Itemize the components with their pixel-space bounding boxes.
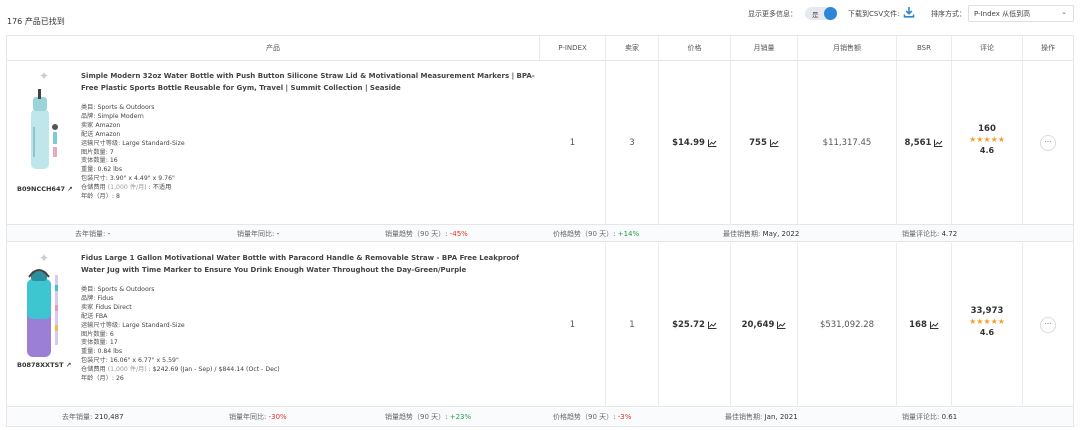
results-count: 176 产品已找到 — [7, 17, 65, 26]
csv-label: 下载到CSV文件: — [848, 10, 900, 18]
last-year-sales: 去年销量: - — [75, 230, 111, 238]
product-image[interactable] — [19, 87, 63, 187]
product-details: 类目: Sports & Outdoors 品牌: Simple Modern … — [81, 104, 185, 201]
col-actions: 操作 — [1041, 44, 1055, 52]
more-info-label: 显示更多信息： — [748, 10, 797, 18]
chevron-down-icon: ⌄ — [1061, 8, 1067, 16]
product-title[interactable]: Fidus Large 1 Gallon Motivational Water … — [81, 254, 519, 274]
best-sales-period: 最佳销售期: Jan, 2021 — [725, 413, 798, 421]
chart-icon[interactable] — [769, 139, 779, 147]
chart-icon[interactable] — [707, 139, 717, 147]
sort-label: 排序方式： — [931, 10, 966, 18]
product-row: ✦ B09NCCH647 ↗ Simple Modern 32oz Water … — [7, 61, 1073, 225]
col-sellers[interactable]: 卖家 — [606, 36, 659, 61]
chart-icon[interactable] — [929, 321, 939, 329]
monthly-sales-value: 20,649 — [741, 320, 775, 330]
sellers-value: 1 — [606, 243, 659, 407]
col-price[interactable]: 价格 — [659, 36, 731, 61]
asin-link[interactable]: B09NCCH647 ↗ — [17, 185, 73, 193]
chart-icon[interactable] — [707, 321, 717, 329]
rating-block: 160 ★★★★★ 4.6 — [957, 124, 1017, 155]
star-rating-icon: ★★★★★ — [969, 317, 1005, 326]
pindex-value: 1 — [540, 61, 606, 225]
chart-icon[interactable] — [934, 139, 943, 147]
bsr-value: 8,561 — [904, 138, 932, 148]
chart-icon[interactable] — [777, 321, 786, 329]
sales-yoy: 销量年同比: -30% — [229, 413, 287, 421]
monthly-revenue-value: $11,317.45 — [798, 61, 897, 225]
sales-review-ratio: 销量评论比: 0.61 — [902, 413, 958, 421]
sales-review-ratio: 销量评论比: 4.72 — [902, 230, 958, 238]
stats-row: 去年销量: 210,487 销量年同比: -30% 销量趋势（90 天）: +2… — [7, 408, 1073, 425]
col-pindex[interactable]: P-INDEX — [540, 36, 606, 61]
monthly-sales-cell: 755 — [731, 61, 798, 225]
sort-value: P-Index 从低到高 — [974, 10, 1031, 18]
more-info-toggle[interactable]: 是 — [805, 7, 837, 20]
reviews-cell — [952, 61, 1023, 225]
pindex-value: 1 — [540, 243, 606, 407]
more-actions-button[interactable]: ··· — [1040, 317, 1056, 333]
col-monthly-sales[interactable]: 月销量 — [731, 36, 798, 61]
price-cell: $25.72 — [659, 243, 731, 407]
table-header: 产品 P-INDEX 卖家 价格 月销量 月销售额 BSR 评论 操作 — [7, 36, 1073, 61]
sellers-value: 3 — [606, 61, 659, 225]
col-product[interactable]: 产品 — [7, 36, 540, 61]
review-count: 160 — [978, 124, 996, 134]
monthly-revenue-value: $531,092.28 — [798, 243, 897, 407]
pin-icon[interactable]: ✦ — [39, 251, 50, 265]
star-rating-icon: ★★★★★ — [969, 135, 1005, 144]
sales-yoy: 销量年同比: - — [237, 230, 280, 238]
price-trend: 价格趋势（90 天）: +14% — [553, 230, 640, 238]
sales-trend: 销量趋势（90 天）: +23% — [385, 413, 472, 421]
product-details: 类目: Sports & Outdoors 品牌: Fidus 卖家 Fidus… — [81, 286, 280, 383]
pin-icon[interactable]: ✦ — [39, 69, 50, 83]
bsr-cell: 8,561 — [897, 61, 952, 225]
stats-row: 去年销量: - 销量年同比: - 销量趋势（90 天）: -45% 价格趋势（9… — [7, 225, 1073, 242]
rating-block: 33,973 ★★★★★ 4.6 — [957, 306, 1017, 337]
toggle-knob — [824, 7, 837, 20]
more-actions-button[interactable]: ··· — [1040, 135, 1056, 151]
col-bsr[interactable]: BSR — [897, 36, 952, 61]
sales-trend: 销量趋势（90 天）: -45% — [385, 230, 468, 238]
toolbar: 176 产品已找到 显示更多信息： 是 下载到CSV文件: 排序方式： P-In… — [0, 0, 1080, 30]
price-trend: 价格趋势（90 天）: -3% — [553, 413, 632, 421]
product-table: 产品 P-INDEX 卖家 价格 月销量 月销售额 BSR 评论 操作 ✦ B0… — [6, 35, 1074, 427]
bsr-cell: 168 — [897, 243, 952, 407]
rating-score: 4.6 — [979, 146, 995, 155]
monthly-sales-cell: 20,649 — [731, 243, 798, 407]
product-row: ✦ B0878XXTST ↗ Fidus Large 1 Gallon Moti… — [7, 243, 1073, 407]
rating-score: 4.6 — [979, 328, 995, 337]
asin-link[interactable]: B0878XXTST ↗ — [17, 361, 72, 369]
toggle-text: 是 — [812, 11, 819, 19]
monthly-sales-value: 755 — [749, 138, 767, 148]
product-title[interactable]: Simple Modern 32oz Water Bottle with Pus… — [81, 72, 535, 92]
external-link-icon: ↗ — [65, 361, 72, 369]
col-reviews[interactable]: 评论 — [952, 36, 1023, 61]
sort-select[interactable]: P-Index 从低到高 ⌄ — [968, 5, 1074, 22]
download-icon[interactable] — [903, 6, 915, 18]
best-sales-period: 最佳销售期: May, 2022 — [723, 230, 800, 238]
reviews-cell — [952, 243, 1023, 407]
price-value: $14.99 — [672, 138, 705, 148]
last-year-sales: 去年销量: 210,487 — [62, 413, 124, 421]
external-link-icon: ↗ — [67, 185, 73, 193]
price-cell: $14.99 — [659, 61, 731, 225]
review-count: 33,973 — [970, 306, 1004, 316]
col-monthly-revenue[interactable]: 月销售额 — [798, 36, 897, 61]
price-value: $25.72 — [672, 320, 705, 330]
bsr-value: 168 — [909, 320, 927, 330]
product-image[interactable] — [19, 265, 63, 365]
